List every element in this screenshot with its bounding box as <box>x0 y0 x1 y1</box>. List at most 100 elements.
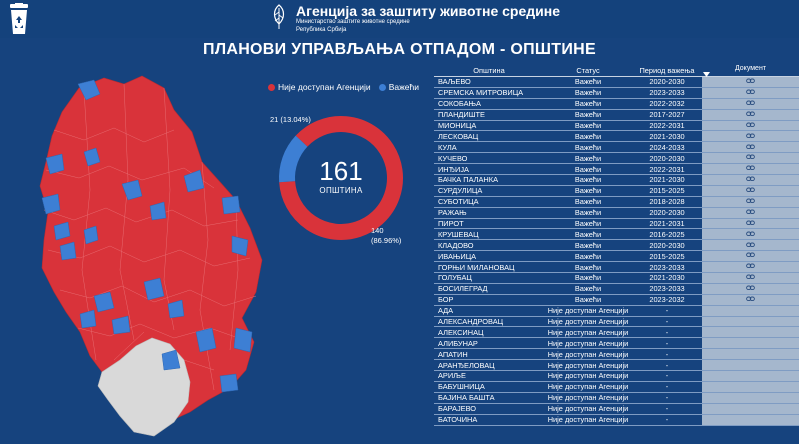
status-cell: Није доступан Агенцији <box>547 382 629 392</box>
status-cell: Није доступан Агенцији <box>547 306 629 316</box>
document-link-icon[interactable] <box>746 154 755 160</box>
document-link-icon[interactable] <box>746 133 755 139</box>
status-cell: Важећи <box>574 121 602 130</box>
status-donut-chart[interactable] <box>276 113 406 243</box>
table-row[interactable]: АЛЕКСИНАЦ Није доступан Агенцији - <box>434 327 799 339</box>
table-row[interactable]: ПИРОТ Важећи 2021-2031 <box>434 218 799 230</box>
document-link-icon[interactable] <box>746 296 755 302</box>
municipality-cell: КЛАДОВО <box>438 240 474 250</box>
table-row[interactable]: ЛЕСКОВАЦ Важећи 2021-2030 <box>434 131 799 143</box>
table-row[interactable]: СОКОБАЊА Важећи 2022-2032 <box>434 98 799 110</box>
document-cell <box>702 196 799 207</box>
table-row[interactable]: ГОЛУБАЦ Важећи 2021-2030 <box>434 273 799 284</box>
table-row[interactable]: ГОРЊИ МИЛАНОВАЦ Важећи 2023-2033 <box>434 262 799 274</box>
status-cell: Није доступан Агенцији <box>547 404 629 414</box>
municipality-cell: БОР <box>438 295 454 305</box>
table-row[interactable]: ПЛАНДИШТЕ Важећи 2017-2027 <box>434 109 799 121</box>
municipality-cell: БАРАЈЕВО <box>438 404 477 414</box>
status-cell: Важећи <box>574 208 602 218</box>
column-header-status[interactable]: Статус <box>576 66 600 75</box>
table-row[interactable]: ВАЉЕВО Важећи 2020-2030 <box>434 77 799 88</box>
document-link-icon[interactable] <box>746 209 755 215</box>
document-link-icon[interactable] <box>746 198 755 204</box>
legend-item-valid[interactable]: Важећи <box>378 82 419 92</box>
document-link-icon[interactable] <box>746 144 755 150</box>
table-row[interactable]: СУРДУЛИЦА Важећи 2015-2025 <box>434 185 799 197</box>
municipality-cell: БАБУШНИЦА <box>438 382 485 392</box>
table-row[interactable]: БАРАЈЕВО Није доступан Агенцији - <box>434 403 799 415</box>
document-link-icon[interactable] <box>746 111 755 117</box>
document-link-icon[interactable] <box>746 274 755 280</box>
document-link-icon[interactable] <box>746 285 755 291</box>
table-row[interactable]: РАЖАЊ Важећи 2020-2030 <box>434 207 799 219</box>
table-row[interactable]: КЛАДОВО Важећи 2020-2030 <box>434 240 799 252</box>
table-row[interactable]: СУБОТИЦА Важећи 2018-2028 <box>434 196 799 208</box>
municipality-cell: АРАНЂЕЛОВАЦ <box>438 360 495 370</box>
recycle-bin-icon <box>10 3 28 34</box>
document-link-icon[interactable] <box>746 122 755 128</box>
status-cell: Важећи <box>574 186 602 196</box>
document-link-icon[interactable] <box>746 78 755 84</box>
document-link-icon[interactable] <box>746 165 755 171</box>
column-header-period[interactable]: Период важења <box>632 66 702 75</box>
table-row[interactable]: БАБУШНИЦА Није доступан Агенцији - <box>434 381 799 393</box>
municipality-cell: ГОРЊИ МИЛАНОВАЦ <box>438 262 515 272</box>
table-row[interactable]: КУЛА Важећи 2024-2033 <box>434 142 799 154</box>
table-row[interactable]: ИВАЊИЦА Важећи 2015-2025 <box>434 251 799 263</box>
donut-label-valid: 21 (13.04%) <box>270 115 311 124</box>
document-cell <box>702 403 799 414</box>
legend-item-not-available[interactable]: Није доступан Агенцији <box>268 82 371 92</box>
document-link-icon[interactable] <box>746 242 755 248</box>
serbia-municipalities-map[interactable] <box>24 70 264 440</box>
table-row[interactable]: АРАНЂЕЛОВАЦ Није доступан Агенцији - <box>434 360 799 372</box>
table-row[interactable]: МИОНИЦА Важећи 2022-2031 <box>434 120 799 132</box>
column-header-document[interactable]: Документ <box>734 65 767 72</box>
document-link-icon[interactable] <box>746 263 755 269</box>
table-row[interactable]: БОСИЛЕГРАД Важећи 2023-2033 <box>434 283 799 295</box>
municipalities-table: Општина Статус Период важења Документ ВА… <box>434 65 799 426</box>
status-cell: Важећи <box>574 153 602 163</box>
table-row[interactable]: БОР Важећи 2023-2032 <box>434 294 799 306</box>
table-row[interactable]: АПАТИН Није доступан Агенцији - <box>434 349 799 361</box>
period-cell: 2015-2025 <box>649 251 685 261</box>
table-row[interactable]: АРИЉЕ Није доступан Агенцији - <box>434 371 799 382</box>
column-header-municipality[interactable]: Општина <box>473 66 505 75</box>
table-row[interactable]: АЛЕКСАНДРОВАЦ Није доступан Агенцији - <box>434 316 799 328</box>
period-cell: 2022-2031 <box>649 121 685 130</box>
table-row[interactable]: АДА Није доступан Агенцији - <box>434 305 799 317</box>
donut-label-not-available-count: 140 <box>371 226 384 235</box>
document-link-icon[interactable] <box>746 89 755 95</box>
republic-name: Република Србија <box>296 27 347 33</box>
document-link-icon[interactable] <box>746 220 755 226</box>
table-row[interactable]: БАЈИНА БАШТА Није доступан Агенцији - <box>434 392 799 404</box>
document-cell <box>702 360 799 371</box>
document-link-icon[interactable] <box>746 176 755 182</box>
period-cell: 2021-2030 <box>649 175 685 185</box>
document-link-icon[interactable] <box>746 187 755 193</box>
table-row[interactable]: БАТОЧИНА Није доступан Агенцији - <box>434 414 799 426</box>
period-cell: 2023-2033 <box>649 88 685 98</box>
document-link-icon[interactable] <box>746 231 755 237</box>
table-row[interactable]: АЛИБУНАР Није доступан Агенцији - <box>434 338 799 350</box>
document-cell <box>702 316 799 327</box>
document-link-icon[interactable] <box>746 252 755 258</box>
document-cell <box>702 371 799 381</box>
table-row[interactable]: КУЧЕВО Важећи 2020-2030 <box>434 153 799 165</box>
table-row[interactable]: СРЕМСКА МИТРОВИЦА Важећи 2023-2033 <box>434 87 799 99</box>
table-row[interactable]: КРУШЕВАЦ Важећи 2016-2025 <box>434 229 799 241</box>
sort-descending-icon[interactable] <box>703 72 710 77</box>
document-link-icon[interactable] <box>746 100 755 106</box>
donut-slice-not-available[interactable] <box>279 116 403 240</box>
agency-name: Агенција за заштиту животне средине <box>296 3 560 19</box>
page-title: ПЛАНОВИ УПРАВЉАЊА ОТПАДОМ - ОПШТИНЕ <box>203 41 596 58</box>
table-row[interactable]: БАЧКА ПАЛАНКА Важећи 2021-2030 <box>434 175 799 186</box>
map-regions-valid[interactable] <box>41 79 253 393</box>
municipality-cell: ГОЛУБАЦ <box>438 273 472 283</box>
status-cell: Важећи <box>574 219 602 229</box>
municipality-cell: АЛЕКСИНАЦ <box>438 327 484 337</box>
table-body: ВАЉЕВО Важећи 2020-2030 СРЕМСКА МИТРОВИЦА Ва… <box>434 77 799 426</box>
donut-slice-valid[interactable] <box>279 135 308 183</box>
document-cell <box>702 142 799 153</box>
table-row[interactable]: ИНЂИЈА Важећи 2022-2031 <box>434 164 799 176</box>
status-cell: Важећи <box>574 251 602 261</box>
